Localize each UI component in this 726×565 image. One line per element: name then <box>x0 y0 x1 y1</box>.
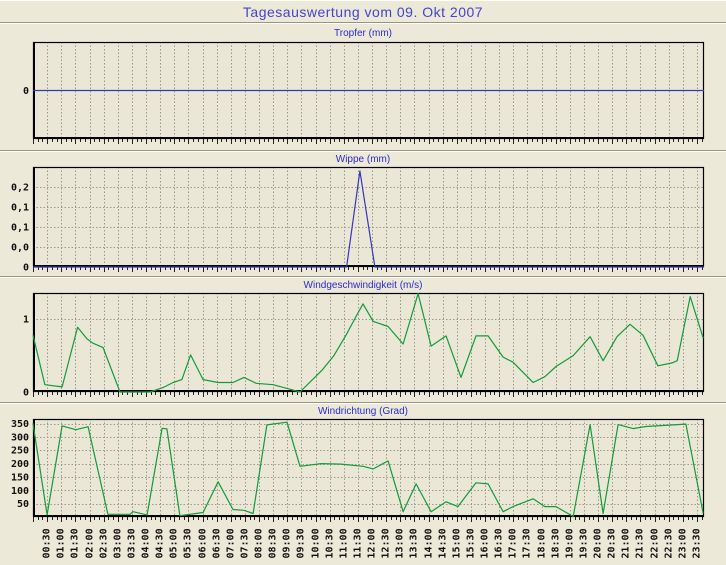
y-axis-label: 1 <box>23 315 29 326</box>
y-axis-label: 0,0 <box>11 243 29 254</box>
vertical-gridlines <box>47 42 698 139</box>
wippe-chart: 0,2 0,1 0,1 0,0 0 <box>11 166 705 274</box>
y-axis-label: 50 <box>17 499 29 510</box>
chart-title-windrichtung: Windrichtung (Grad) <box>317 406 409 417</box>
x-axis-ticks <box>33 517 703 522</box>
y-axis-label: 250 <box>11 446 29 457</box>
y-axis-label: 300 <box>11 432 29 443</box>
x-axis-ticks <box>33 139 703 144</box>
y-axis-label: 200 <box>11 459 29 470</box>
x-axis-ticks <box>33 392 703 397</box>
series-line <box>32 293 704 393</box>
series-line <box>33 170 704 268</box>
series-line <box>32 421 704 518</box>
y-axis-label: 0 <box>23 86 29 97</box>
y-axis-label: 0 <box>23 263 29 274</box>
vertical-gridlines <box>47 167 698 267</box>
plot-area <box>33 293 704 392</box>
section-divider <box>0 22 726 24</box>
tropfer-chart: 0 <box>23 41 705 144</box>
chart-title-wippe: Wippe (mm) <box>335 154 391 165</box>
section-divider <box>0 402 726 404</box>
y-axis-label: 0,2 <box>11 183 29 194</box>
page-title: Tagesauswertung vom 09. Okt 2007 <box>242 4 484 20</box>
y-axis-label: 150 <box>11 472 29 483</box>
windgeschwindigkeit-chart: 10 <box>23 292 705 399</box>
plot-area <box>33 167 704 267</box>
y-axis-label: 0,1 <box>11 223 29 234</box>
windrichtung-chart: 350 300 250 200 150 100 50 <box>11 418 705 522</box>
y-axis-label: 0 <box>23 388 29 399</box>
chart-title-windgeschwindigkeit: Windgeschwindigkeit (m/s) <box>303 280 423 291</box>
section-divider <box>0 150 726 152</box>
y-axis-label: 0,1 <box>11 203 29 214</box>
x-axis-ticks <box>33 267 703 272</box>
chart-title-tropfer: Tropfer (mm) <box>334 28 392 39</box>
vertical-gridlines <box>47 293 698 392</box>
section-divider <box>0 276 726 278</box>
y-axis-label: 100 <box>11 486 29 497</box>
y-axis-label: 350 <box>11 419 29 430</box>
